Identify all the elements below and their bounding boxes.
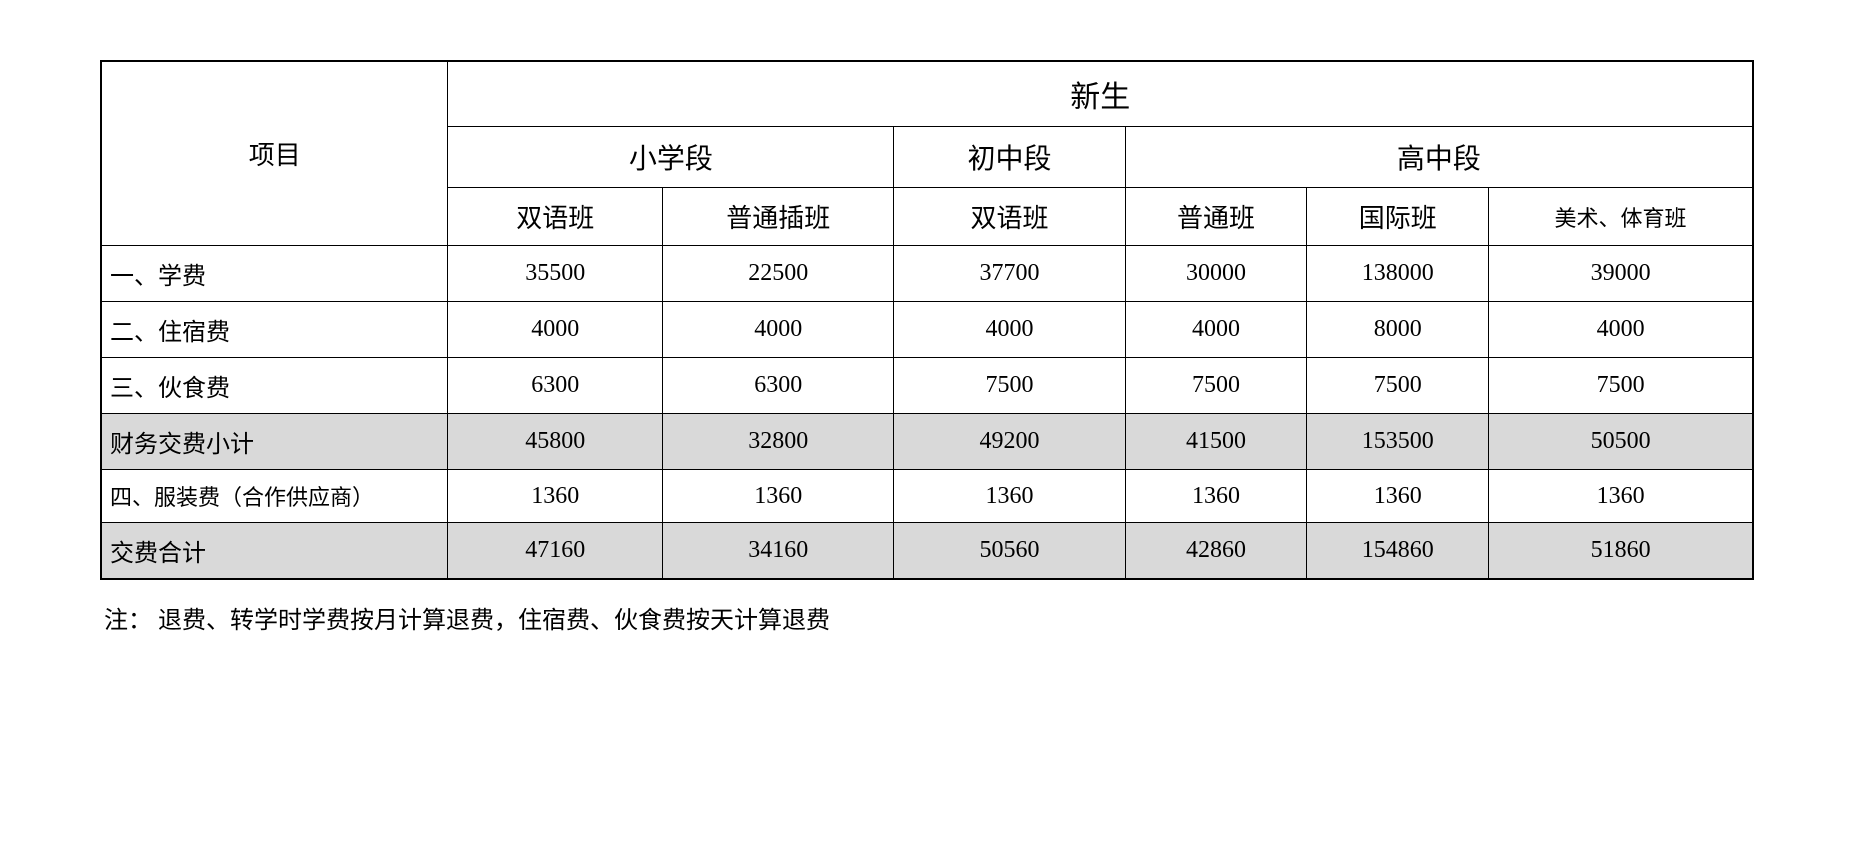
data-cell: 153500 (1307, 414, 1489, 470)
data-cell: 50560 (894, 523, 1125, 580)
fee-table-container: 项目 新生 小学段 初中段 高中段 双语班 普通插班 双语班 普通班 国际班 美… (100, 60, 1754, 580)
table-row: 财务交费小计4580032800492004150015350050500 (101, 414, 1753, 470)
data-cell: 6300 (448, 358, 663, 414)
data-cell: 49200 (894, 414, 1125, 470)
data-cell: 1360 (894, 470, 1125, 523)
new-student-header: 新生 (448, 61, 1753, 127)
class-regular: 普通班 (1125, 188, 1307, 246)
data-cell: 51860 (1489, 523, 1753, 580)
data-cell: 47160 (448, 523, 663, 580)
data-cell: 154860 (1307, 523, 1489, 580)
data-cell: 7500 (1125, 358, 1307, 414)
project-header: 项目 (101, 61, 448, 246)
data-cell: 7500 (894, 358, 1125, 414)
table-row: 二、住宿费400040004000400080004000 (101, 302, 1753, 358)
row-label: 三、伙食费 (101, 358, 448, 414)
data-cell: 34160 (663, 523, 894, 580)
data-cell: 4000 (663, 302, 894, 358)
data-cell: 4000 (1489, 302, 1753, 358)
data-cell: 22500 (663, 246, 894, 302)
data-cell: 1360 (1307, 470, 1489, 523)
data-cell: 1360 (663, 470, 894, 523)
class-art-sports: 美术、体育班 (1489, 188, 1753, 246)
row-label: 交费合计 (101, 523, 448, 580)
table-row: 三、伙食费630063007500750075007500 (101, 358, 1753, 414)
table-row: 四、服装费（合作供应商）136013601360136013601360 (101, 470, 1753, 523)
data-cell: 42860 (1125, 523, 1307, 580)
level-elementary: 小学段 (448, 127, 894, 188)
data-cell: 1360 (1125, 470, 1307, 523)
data-cell: 4000 (448, 302, 663, 358)
table-row: 交费合计4716034160505604286015486051860 (101, 523, 1753, 580)
data-cell: 32800 (663, 414, 894, 470)
data-cell: 7500 (1307, 358, 1489, 414)
class-international: 国际班 (1307, 188, 1489, 246)
data-cell: 45800 (448, 414, 663, 470)
data-cell: 4000 (894, 302, 1125, 358)
data-cell: 7500 (1489, 358, 1753, 414)
data-cell: 4000 (1125, 302, 1307, 358)
level-high: 高中段 (1125, 127, 1753, 188)
data-cell: 50500 (1489, 414, 1753, 470)
data-cell: 41500 (1125, 414, 1307, 470)
table-header: 项目 新生 小学段 初中段 高中段 双语班 普通插班 双语班 普通班 国际班 美… (101, 61, 1753, 246)
data-cell: 6300 (663, 358, 894, 414)
data-cell: 8000 (1307, 302, 1489, 358)
class-bilingual-2: 双语班 (894, 188, 1125, 246)
data-cell: 1360 (1489, 470, 1753, 523)
row-label: 一、学费 (101, 246, 448, 302)
data-cell: 39000 (1489, 246, 1753, 302)
level-middle: 初中段 (894, 127, 1125, 188)
header-row-1: 项目 新生 (101, 61, 1753, 127)
fee-table: 项目 新生 小学段 初中段 高中段 双语班 普通插班 双语班 普通班 国际班 美… (100, 60, 1754, 580)
table-row: 一、学费3550022500377003000013800039000 (101, 246, 1753, 302)
note-text: 注： 退费、转学时学费按月计算退费，住宿费、伙食费按天计算退费 (100, 600, 1754, 635)
table-body: 一、学费3550022500377003000013800039000二、住宿费… (101, 246, 1753, 580)
data-cell: 37700 (894, 246, 1125, 302)
row-label: 二、住宿费 (101, 302, 448, 358)
row-label: 四、服装费（合作供应商） (101, 470, 448, 523)
data-cell: 30000 (1125, 246, 1307, 302)
data-cell: 138000 (1307, 246, 1489, 302)
class-bilingual-1: 双语班 (448, 188, 663, 246)
row-label: 财务交费小计 (101, 414, 448, 470)
data-cell: 1360 (448, 470, 663, 523)
data-cell: 35500 (448, 246, 663, 302)
class-regular-transfer: 普通插班 (663, 188, 894, 246)
